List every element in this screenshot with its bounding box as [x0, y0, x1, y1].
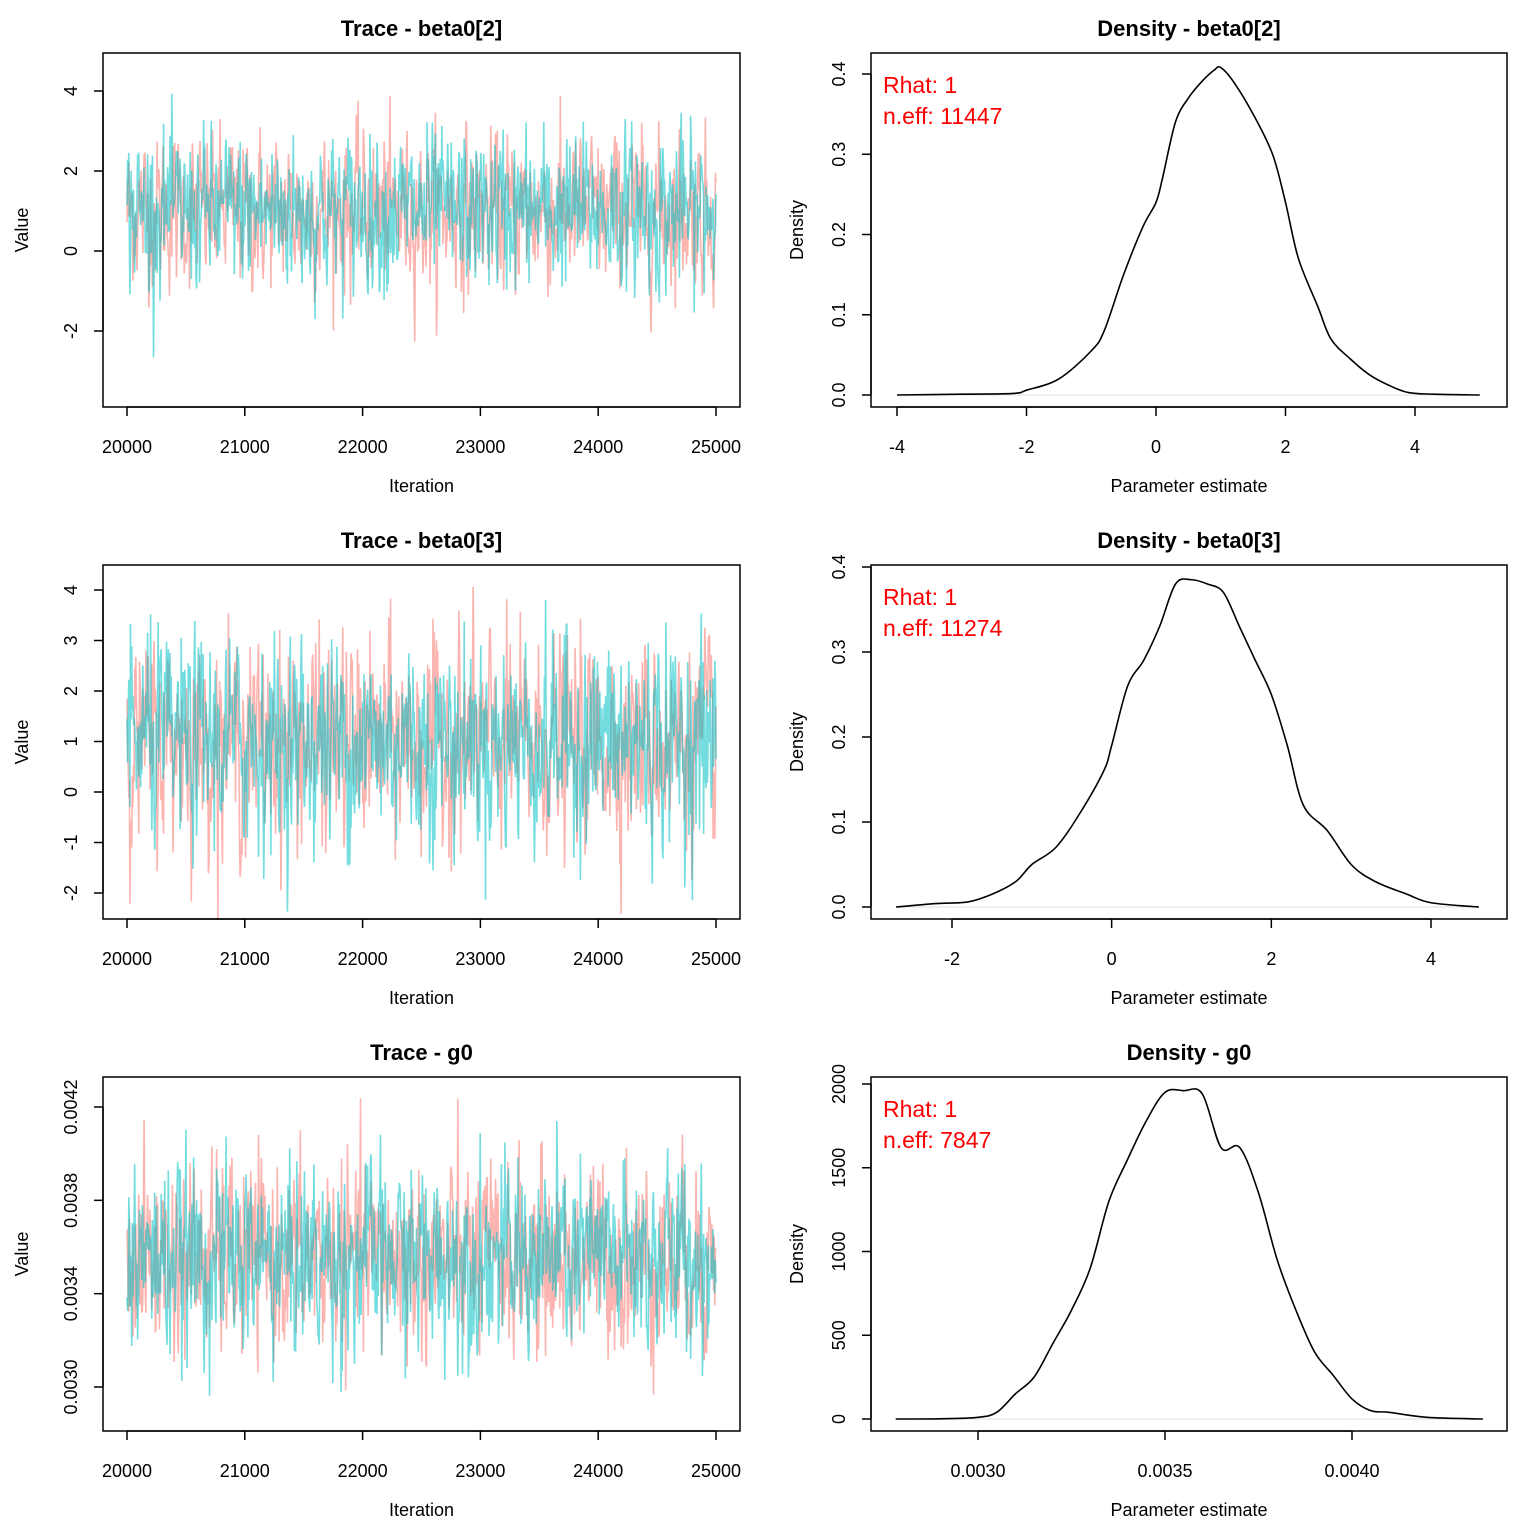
y-tick-label: 0.3	[829, 639, 849, 664]
x-tick-label: 0	[1107, 949, 1117, 969]
n-eff-label: n.eff: 11274	[883, 615, 1003, 641]
panel-3: Density - beta0[3] Rhat: 1 n.eff: 11274 -2 0…	[787, 528, 1508, 1008]
x-tick-label: 0	[1151, 437, 1161, 457]
y-axis-label: Density	[787, 1224, 807, 1284]
y-tick-label: 0.2	[829, 724, 849, 749]
y-axis-label: Value	[12, 720, 32, 765]
x-tick-label: 24000	[573, 1461, 623, 1481]
x-tick-label: -4	[889, 437, 905, 457]
rhat-label: Rhat: 1	[883, 72, 957, 98]
x-tick-label: 22000	[338, 437, 388, 457]
x-tick-label: -2	[1018, 437, 1034, 457]
y-tick-label: -2	[61, 323, 81, 339]
x-tick-label: 0.0030	[950, 1461, 1005, 1481]
trace-line-chain-2	[126, 599, 717, 912]
x-tick-label: 23000	[455, 949, 505, 969]
x-tick-label: 25000	[691, 1461, 741, 1481]
x-tick-label: 2	[1280, 437, 1290, 457]
y-tick-label: 500	[829, 1320, 849, 1350]
panel-0: Trace - beta0[2] 20000 21000 22000 23000 2400…	[12, 16, 741, 496]
x-axis-label: Parameter estimate	[1110, 1500, 1267, 1520]
x-tick-label: 21000	[220, 1461, 270, 1481]
y-tick-label: 4	[61, 585, 81, 595]
x-tick-label: 25000	[691, 437, 741, 457]
x-tick-label: 20000	[102, 1461, 152, 1481]
y-tick-label: 2	[61, 686, 81, 696]
plot-title: Density - beta0[3]	[1097, 528, 1280, 553]
panel-4: Trace - g0 20000 21000 22000 23000 24000 25000…	[12, 1040, 741, 1520]
x-tick-label: -2	[944, 949, 960, 969]
x-tick-label: 23000	[455, 1461, 505, 1481]
panel-1: Density - beta0[2] Rhat: 1 n.eff: 11447 -4 -…	[787, 16, 1508, 496]
y-tick-label: 1500	[829, 1148, 849, 1188]
x-axis-label: Iteration	[389, 988, 454, 1008]
y-tick-label: 0.0	[829, 382, 849, 407]
y-tick-label: 0.0	[829, 894, 849, 919]
panel-2: Trace - beta0[3] 20000 21000 22000 23000 2400…	[12, 528, 741, 1008]
plot-title: Density - beta0[2]	[1097, 16, 1280, 41]
trace-line-chain-2	[126, 93, 717, 358]
y-tick-label: 0	[61, 787, 81, 797]
y-tick-label: 0	[61, 246, 81, 256]
rhat-label: Rhat: 1	[883, 584, 957, 610]
plot-title: Trace - beta0[2]	[341, 16, 502, 41]
plot-title: Trace - beta0[3]	[341, 528, 502, 553]
panel-5: Density - g0 Rhat: 1 n.eff: 7847 0.0030 0.00…	[787, 1040, 1508, 1520]
x-axis-label: Iteration	[389, 476, 454, 496]
x-tick-label: 22000	[338, 949, 388, 969]
y-tick-label: 0.0042	[61, 1079, 81, 1134]
y-tick-label: 0.3	[829, 142, 849, 167]
y-tick-label: 0.0030	[61, 1359, 81, 1414]
n-eff-label: n.eff: 7847	[883, 1127, 991, 1153]
y-axis-label: Density	[787, 712, 807, 772]
y-tick-label: 0.0038	[61, 1173, 81, 1228]
y-axis-label: Value	[12, 1232, 32, 1277]
y-tick-label: 0.2	[829, 222, 849, 247]
x-tick-label: 0.0040	[1324, 1461, 1379, 1481]
y-tick-label: 4	[61, 86, 81, 96]
x-tick-label: 4	[1426, 949, 1436, 969]
plot-title: Density - g0	[1127, 1040, 1252, 1065]
y-tick-label: 0.1	[829, 302, 849, 327]
x-tick-label: 4	[1410, 437, 1420, 457]
x-tick-label: 21000	[220, 949, 270, 969]
n-eff-label: n.eff: 11447	[883, 103, 1002, 129]
y-tick-label: 0	[829, 1414, 849, 1424]
trace-line-chain-2	[126, 1121, 717, 1396]
x-tick-label: 0.0035	[1137, 1461, 1192, 1481]
y-axis-label: Density	[787, 200, 807, 260]
x-tick-label: 24000	[573, 949, 623, 969]
y-tick-label: 1	[61, 736, 81, 746]
y-tick-label: 0.1	[829, 809, 849, 834]
y-tick-label: 3	[61, 635, 81, 645]
y-axis-label: Value	[12, 208, 32, 253]
plot-title: Trace - g0	[370, 1040, 473, 1065]
x-tick-label: 20000	[102, 949, 152, 969]
density-curve	[896, 578, 1479, 908]
x-tick-label: 24000	[573, 437, 623, 457]
y-tick-label: 2000	[829, 1064, 849, 1104]
y-tick-label: 2	[61, 166, 81, 176]
x-tick-label: 22000	[338, 1461, 388, 1481]
density-curve	[895, 1088, 1483, 1420]
rhat-label: Rhat: 1	[883, 1096, 957, 1122]
x-tick-label: 23000	[455, 437, 505, 457]
density-curve	[896, 65, 1480, 396]
x-tick-label: 20000	[102, 437, 152, 457]
x-tick-label: 2	[1266, 949, 1276, 969]
x-tick-label: 25000	[691, 949, 741, 969]
x-tick-label: 21000	[220, 437, 270, 457]
y-tick-label: -1	[61, 834, 81, 850]
y-tick-label: 0.4	[829, 554, 849, 579]
y-tick-label: 1000	[829, 1231, 849, 1271]
y-tick-label: -2	[61, 885, 81, 901]
x-axis-label: Parameter estimate	[1110, 476, 1267, 496]
x-axis-label: Iteration	[389, 1500, 454, 1520]
y-tick-label: 0.4	[829, 61, 849, 86]
x-axis-label: Parameter estimate	[1110, 988, 1267, 1008]
y-tick-label: 0.0034	[61, 1266, 81, 1321]
